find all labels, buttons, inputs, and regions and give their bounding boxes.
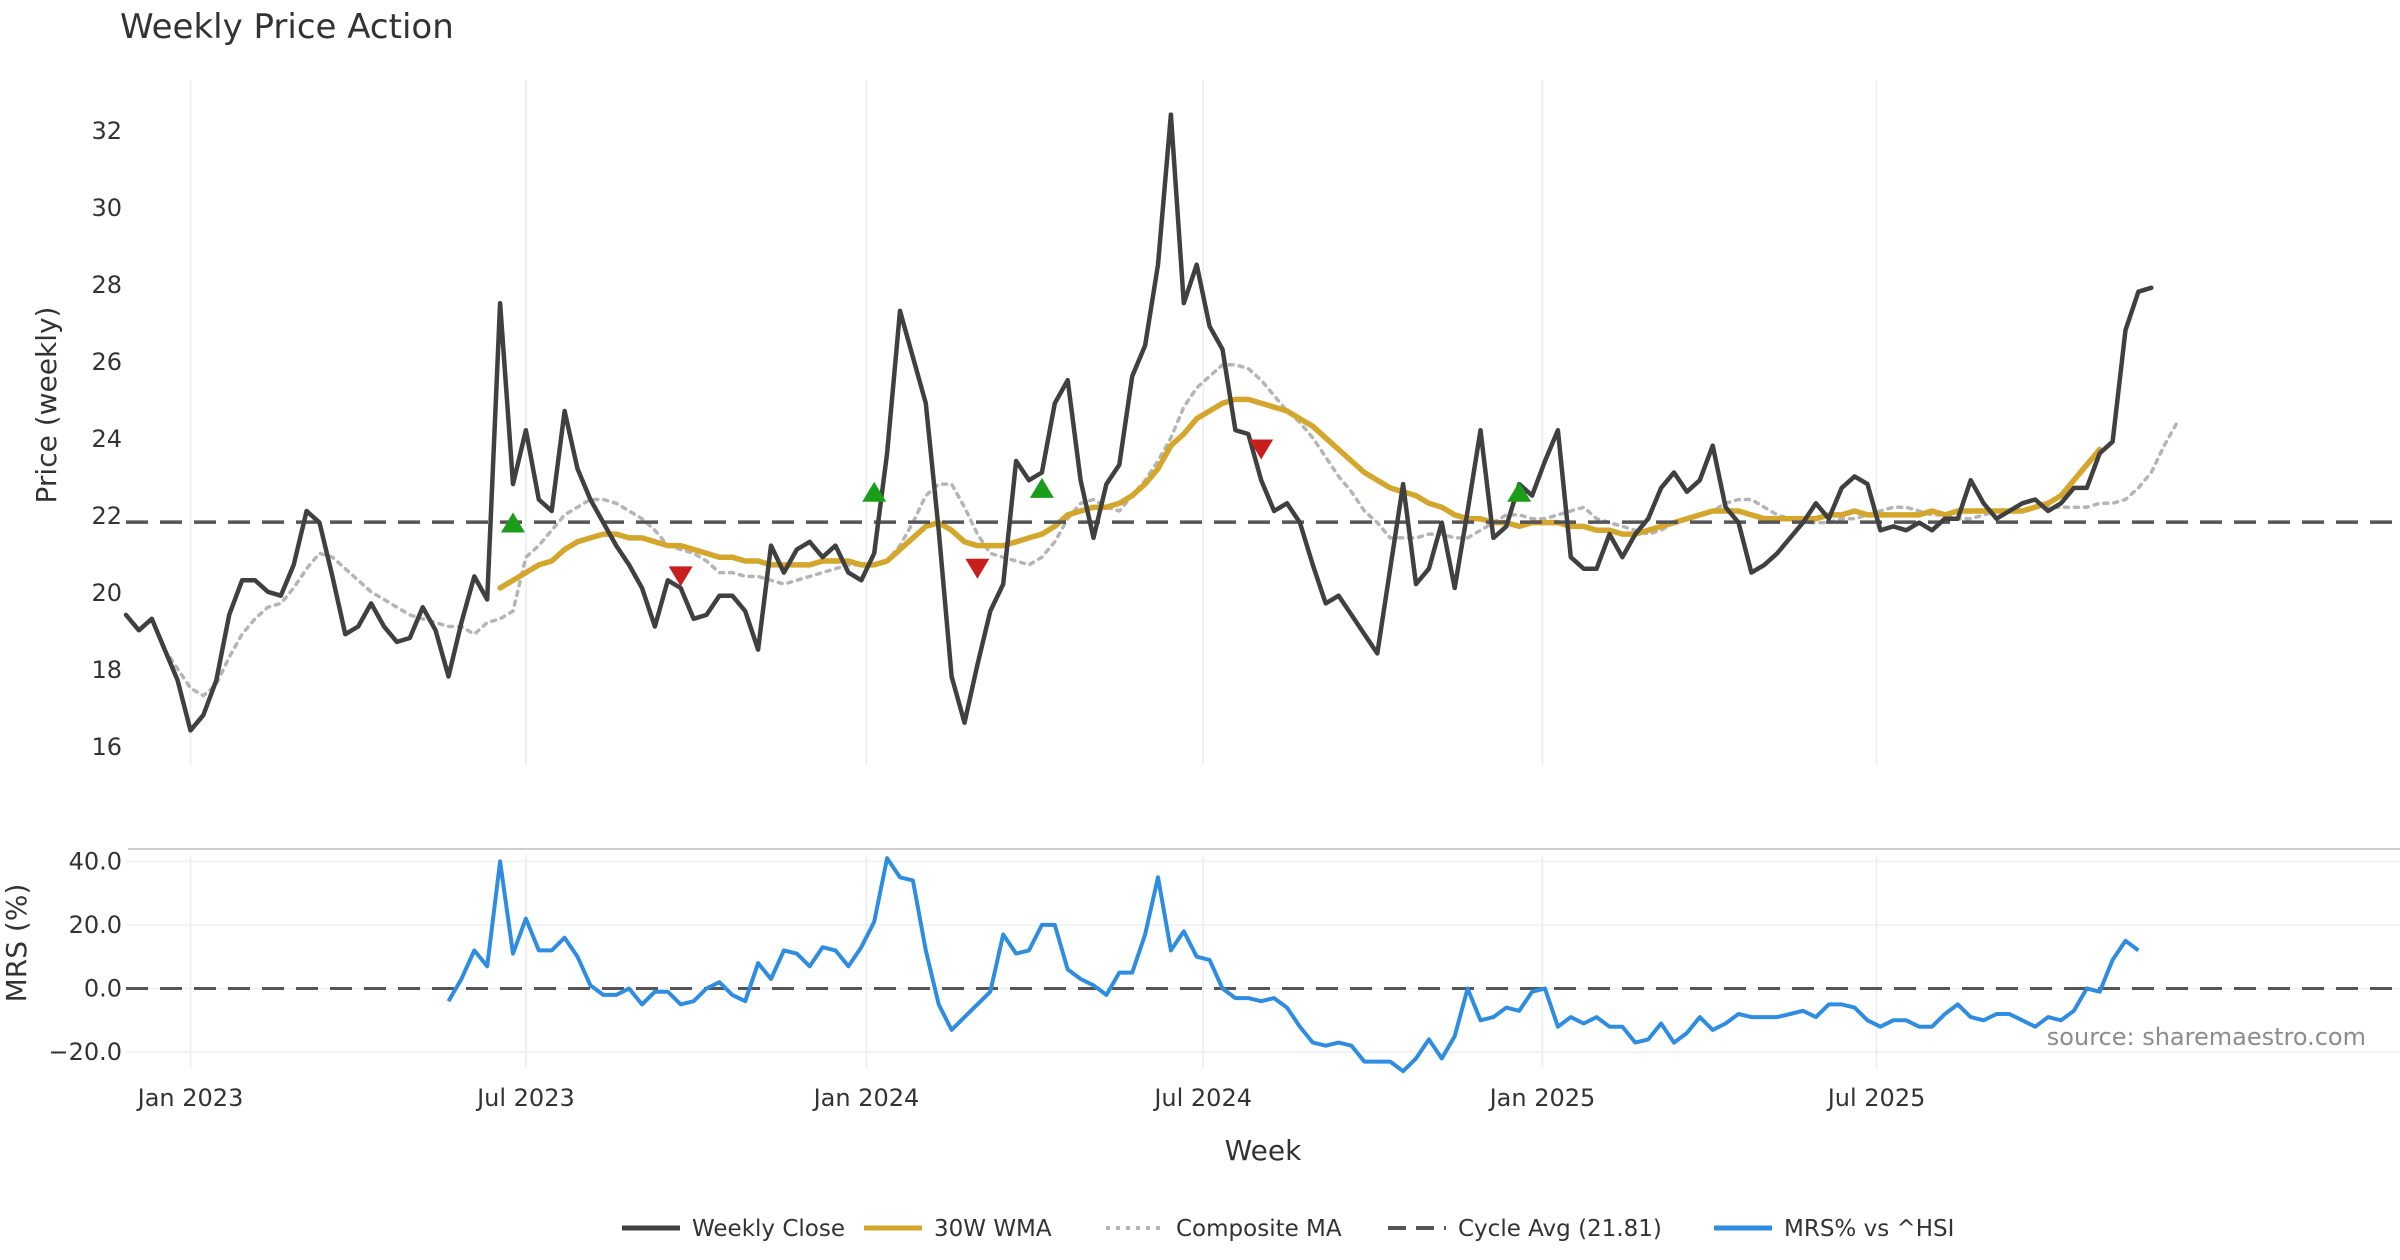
legend-label: MRS% vs ^HSI [1784,1216,1954,1242]
buy-signal-marker [1507,481,1532,502]
price-y-tick-label: 18 [91,656,122,684]
legend-label: 30W WMA [934,1216,1052,1242]
mrs-y-tick-label: 0.0 [84,975,122,1003]
legend-item: 30W WMA [864,1216,1052,1242]
price-y-tick-label: 20 [91,579,122,607]
mrs-y-tick-label: 20.0 [69,911,122,939]
price-y-axis-label: Price (weekly) [30,307,63,504]
price-y-ticks: 16 18 20 22 24 26 28 30 32 [91,117,122,761]
price-y-tick-label: 26 [91,348,122,376]
mrs-y-axis-label: MRS (%) [0,884,33,1003]
mrs-y-ticks: 40.0 20.0 0.0 −20.0 [48,847,122,1066]
chart-legend: Weekly Close 30W WMA Composite MA Cycle Avg… [622,1216,1954,1242]
x-tick-label: Jul 2024 [1152,1084,1252,1112]
chart-title: Weekly Price Action [120,7,454,47]
x-tick-label: Jul 2025 [1826,1084,1926,1112]
legend-item: MRS% vs ^HSI [1714,1216,1954,1242]
weekly-close-line [123,112,2154,733]
mrs-gridlines [126,855,2400,1068]
mrs-y-tick-label: 40.0 [69,847,122,875]
x-tick-label: Jul 2023 [475,1084,575,1112]
legend-item: Weekly Close [622,1216,845,1242]
buy-signal-marker [501,512,525,533]
source-note: source: sharemaestro.com [2047,1023,2366,1051]
price-y-tick-label: 16 [91,733,122,761]
composite-ma-line [162,363,2179,698]
x-tick-label: Jan 2024 [812,1084,920,1112]
price-y-tick-label: 24 [91,425,122,453]
sell-signal-marker [668,566,693,587]
buy-signal-marker [862,481,887,502]
legend-item: Cycle Avg (21.81) [1388,1216,1662,1242]
legend-label: Composite MA [1176,1216,1342,1242]
x-tick-label: Jan 2023 [136,1084,244,1112]
buy-signal-marker [1029,477,1054,498]
legend-label: Weekly Close [692,1216,845,1242]
price-y-tick-label: 32 [91,117,122,145]
30w-wma-line [497,396,2103,591]
price-y-tick-label: 30 [91,194,122,222]
price-gridlines [189,80,1878,765]
x-axis-label: Week [1225,1134,1302,1167]
mrs-line [446,856,2140,1074]
legend-item: Composite MA [1106,1216,1342,1242]
price-series-group [123,112,2400,733]
sell-signal-marker [1249,439,1274,460]
x-ticks: Jan 2023 Jul 2023 Jan 2024 Jul 2024 Jan 2025… [136,1084,1926,1112]
legend-label: Cycle Avg (21.81) [1458,1216,1662,1242]
mrs-y-tick-label: −20.0 [48,1038,122,1066]
x-tick-label: Jan 2025 [1488,1084,1596,1112]
sell-signal-marker [965,558,990,579]
price-y-tick-label: 22 [91,502,122,530]
signal-markers [501,439,1532,587]
price-y-tick-label: 28 [91,271,122,299]
mrs-series-group [126,856,2400,1074]
